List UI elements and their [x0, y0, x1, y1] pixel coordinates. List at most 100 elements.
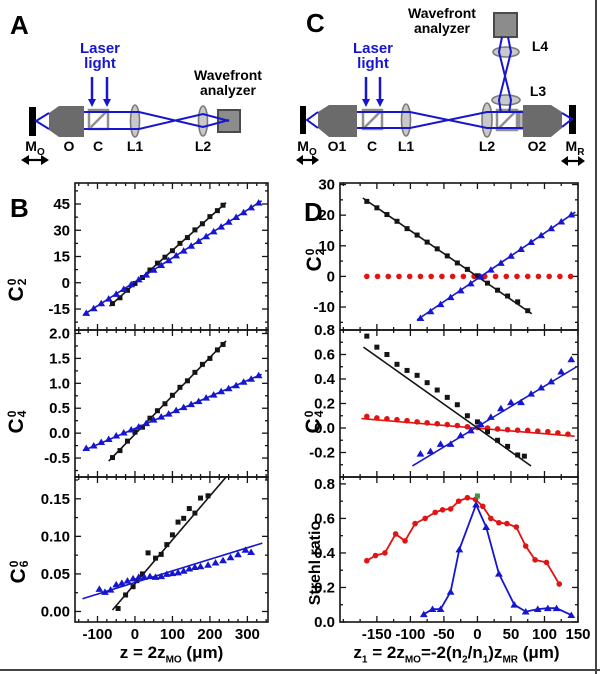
marker-blue-triangles [436, 440, 445, 447]
marker-blue-triangles [112, 290, 121, 297]
marker-black-squares [495, 437, 501, 443]
mirror-mr-scan-arrow [561, 156, 585, 166]
label-cube-c: C [366, 138, 378, 154]
marker-black-squares [484, 429, 490, 435]
coef-sub: 2 [15, 278, 29, 286]
marker-blue-triangles [426, 447, 435, 455]
y-axis-title-strehl: Strehl ratio [307, 520, 324, 606]
marker-black-squares [220, 202, 226, 208]
plot-frame [339, 476, 579, 623]
marker-blue-triangles [149, 266, 158, 273]
marker-blue-triangles [187, 242, 196, 249]
marker-blue-triangles [426, 307, 435, 315]
marker-black-squares [109, 455, 115, 461]
beamsplitter2-diagonal [497, 110, 517, 130]
marker-black-squares [474, 419, 480, 425]
marker-blue-triangles [472, 501, 480, 508]
label-objective-o2: O2 [527, 138, 547, 154]
marker-blue-triangles [224, 384, 233, 392]
charts-group: -150153045-0.50.00.51.01.52.00.000.050.1… [41, 177, 591, 643]
objective-o2-icon [523, 105, 562, 137]
x-tick-label: 50 [503, 626, 520, 643]
marker-black-squares [424, 239, 430, 245]
marker-black-squares [192, 369, 198, 375]
y-tick-label: 0.10 [41, 528, 70, 545]
wavefront-analyzer-label: Wavefront analyzer [398, 6, 486, 36]
marker-black-squares [169, 248, 175, 254]
marker-blue-triangles [142, 419, 151, 427]
marker-red-circles [556, 581, 563, 587]
marker-blue-triangles [119, 285, 128, 292]
y-tick-label: 0.00 [41, 603, 70, 620]
marker-blue-triangles [209, 227, 218, 235]
marker-black-squares [414, 232, 420, 238]
chart-B-C2: -15 0 15 30 45 [48, 182, 269, 331]
label-lens-l2: L2 [478, 138, 496, 154]
marker-red-circles [414, 419, 420, 425]
marker-blue-triangles [164, 256, 173, 264]
marker-blue-triangles [527, 390, 535, 397]
marker-blue-triangles [557, 368, 566, 375]
marker-black-squares [132, 429, 138, 435]
figure-border-bottom [0, 669, 600, 671]
marker-black-squares [424, 380, 430, 386]
marker-blue-triangles [140, 573, 149, 580]
x-tick-label: 150 [565, 626, 590, 643]
figure-border-right [595, 0, 597, 674]
marker-red-circles [385, 273, 392, 280]
marker-black-squares [132, 280, 138, 286]
marker-blue-triangles [456, 431, 465, 439]
y-tick-label: 30 [53, 222, 70, 239]
marker-red-circles [567, 273, 574, 280]
diagram-a [21, 77, 241, 165]
lens-l1-icon [400, 103, 412, 137]
marker-black-squares [177, 240, 183, 246]
marker-red-circles [374, 273, 381, 280]
chart-D-C4: -0.2 0.0 0.2 0.4 0.6 0.8 [309, 322, 579, 478]
plot-frame [74, 182, 269, 331]
marker-blue-triangles [419, 610, 428, 618]
marker-blue-triangles [476, 273, 485, 280]
objective-o1-icon [318, 105, 357, 137]
chart-D-strehl: 0.0 0.2 0.4 0.6 0.8 -150 -100 -50 0 50 100 150 [314, 476, 590, 643]
marker-blue-triangles [537, 383, 546, 391]
x-axis-title-d: z1 = 2zMO=-2(n2/n1)zMR (μm) [353, 643, 560, 666]
marker-red-circles [514, 427, 521, 434]
y-tick-label: 0.5 [49, 400, 70, 417]
marker-blue-triangles [476, 420, 485, 428]
marker-blue-triangles [552, 604, 561, 612]
marker-blue-triangles [202, 232, 211, 240]
marker-blue-triangles [517, 245, 525, 253]
marker-red-circles [449, 273, 456, 280]
marker-black-squares [394, 218, 400, 224]
marker-black-squares [374, 205, 380, 211]
marker-red-circles [402, 538, 408, 544]
wavefront-line2: analyzer [199, 82, 257, 98]
plot-frame [74, 329, 269, 478]
marker-blue-triangles [239, 378, 248, 385]
marker-black-squares [158, 551, 164, 557]
marker-blue-triangles [497, 259, 505, 266]
marker-blue-triangles [537, 231, 546, 239]
y-tick-label: 15 [53, 249, 70, 266]
marker-black-squares [374, 344, 380, 350]
y-tick-label: 0.8 [314, 322, 335, 339]
marker-blue-triangles [507, 252, 515, 259]
objective-o-icon [49, 106, 84, 137]
marker-blue-triangles [239, 208, 248, 216]
marker-red-circles [545, 428, 551, 435]
laser-arrows [88, 77, 111, 107]
y-tick-label: -15 [48, 301, 70, 318]
chart-B-C4: -0.5 0.0 0.5 1.0 1.5 2.0 [44, 325, 269, 478]
marker-blue-triangles [517, 398, 525, 406]
x-tick-label: 200 [197, 626, 222, 643]
label-objective-o: O [63, 138, 75, 154]
marker-black-squares [115, 605, 121, 611]
chart-B-C6: 0.00 0.05 0.10 0.15 -100 0 100 200 300 [41, 476, 269, 643]
data-line-red-circles [366, 496, 560, 585]
y-tick-label: 0.4 [314, 371, 336, 388]
marker-blue-triangles [146, 572, 154, 580]
y-tick-label: 0.4 [314, 545, 336, 562]
